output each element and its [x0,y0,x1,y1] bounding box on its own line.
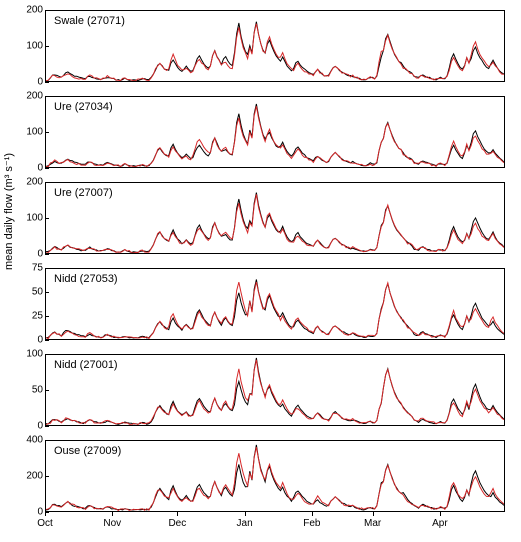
series-observed [46,104,504,167]
panel-nidd-27001: Nidd (27001) [45,354,505,426]
panel-plot [46,11,504,81]
ytick-mark [45,168,49,169]
chart-container: { "ylabel": "mean daily flow (m³ s⁻¹)", … [0,0,521,542]
y-axis-label: mean daily flow (m³ s⁻¹) [2,153,15,270]
series-observed [46,445,504,510]
ytick-label: 400 [3,435,43,446]
ytick-label: 0 [3,507,43,518]
ytick-label: 50 [3,385,43,396]
series-simulated [46,447,504,510]
ytick-label: 0 [3,77,43,88]
series-observed [46,358,504,424]
xtick-label: Nov [103,518,121,529]
panel-ure-27007: Ure (27007) [45,182,505,254]
ytick-label: 100 [3,349,43,360]
xtick-mark [440,512,441,516]
xtick-mark [245,512,246,516]
ytick-mark [45,254,49,255]
panel-plot [46,269,504,339]
ytick-mark [45,82,49,83]
series-simulated [46,194,504,253]
ytick-mark [45,340,49,341]
ytick-label: 50 [3,287,43,298]
panel-plot [46,183,504,253]
series-simulated [46,106,504,167]
panel-plot [46,97,504,167]
ytick-mark [45,426,49,427]
ytick-label: 25 [3,311,43,322]
series-observed [46,193,504,253]
panel-plot [46,441,504,511]
panel-ouse-27009: Ouse (27009) [45,440,505,512]
ytick-label: 0 [3,421,43,432]
xtick-label: Apr [432,518,448,529]
panel-ure-27034: Ure (27034) [45,96,505,168]
series-simulated [46,360,504,425]
xtick-mark [373,512,374,516]
xtick-label: Mar [364,518,381,529]
xtick-mark [45,512,46,516]
ytick-label: 200 [3,91,43,102]
xtick-mark [112,512,113,516]
panel-swale-27071: Swale (27071) [45,10,505,82]
xtick-label: Feb [303,518,320,529]
series-simulated [46,24,504,81]
panel-nidd-27053: Nidd (27053) [45,268,505,340]
ytick-label: 100 [3,127,43,138]
xtick-label: Dec [168,518,186,529]
xtick-mark [177,512,178,516]
ytick-label: 100 [3,41,43,52]
xtick-label: Oct [37,518,53,529]
panel-plot [46,355,504,425]
ytick-label: 200 [3,5,43,16]
xtick-mark [312,512,313,516]
xtick-label: Jan [237,518,253,529]
ytick-label: 0 [3,335,43,346]
ytick-label: 200 [3,471,43,482]
